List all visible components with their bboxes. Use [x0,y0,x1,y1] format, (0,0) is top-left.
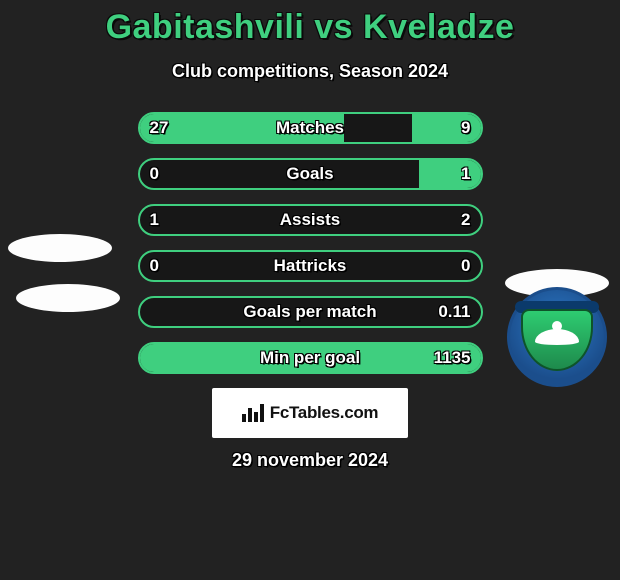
value-right: 0.11 [438,298,470,326]
stat-label: Matches [140,114,481,142]
stat-label: Goals [140,160,481,188]
stat-row: 0Hattricks0 [138,250,483,282]
value-right: 1135 [434,344,471,372]
comparison-card: Gabitashvili vs Kveladze Club competitio… [0,0,620,471]
stats-container: 27Matches90Goals11Assists20Hattricks0Goa… [0,112,620,374]
crest-icon [507,287,607,387]
stat-label: Goals per match [140,298,481,326]
stat-label: Hattricks [140,252,481,280]
badge-shape [8,234,112,262]
stat-label: Assists [140,206,481,234]
footer-date: 29 november 2024 [0,450,620,471]
value-right: 1 [461,160,470,188]
stat-row: Min per goal1135 [138,342,483,374]
stat-row: Goals per match0.11 [138,296,483,328]
value-right: 2 [461,206,470,234]
page-title: Gabitashvili vs Kveladze [0,8,620,47]
stat-row: 1Assists2 [138,204,483,236]
team-badge-left [8,224,118,334]
stat-row: 0Goals1 [138,158,483,190]
badge-shape [16,284,120,312]
logo-text: FcTables.com [270,403,379,423]
stat-row: 27Matches9 [138,112,483,144]
value-right: 0 [461,252,470,280]
bar-chart-icon [242,404,264,422]
stat-label: Min per goal [140,344,481,372]
team-badge-right [502,272,612,382]
value-right: 9 [461,114,470,142]
subtitle: Club competitions, Season 2024 [0,61,620,82]
site-logo[interactable]: FcTables.com [212,388,408,438]
